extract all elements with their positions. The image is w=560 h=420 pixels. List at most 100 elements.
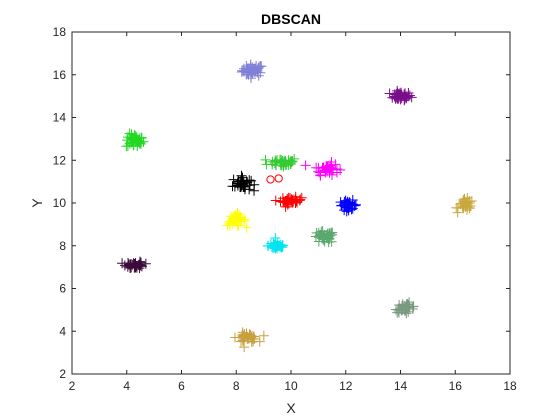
data-point: [241, 61, 252, 72]
x-tick-label: 18: [503, 379, 517, 393]
y-axis-label: Y: [29, 198, 45, 208]
data-point: [254, 336, 265, 347]
data-point: [235, 175, 246, 186]
data-point: [239, 342, 250, 353]
x-axis-ticks: 2 4 6 8 10 12 14 16 18: [69, 32, 517, 393]
x-tick-label: 16: [449, 379, 463, 393]
cluster-15: [229, 327, 269, 353]
data-point: [460, 200, 471, 211]
cluster-7: [270, 191, 307, 212]
data-point: [245, 330, 256, 341]
cluster-9: [222, 208, 252, 233]
cluster-3: [121, 128, 149, 152]
data-point: [132, 136, 143, 147]
data-point: [231, 212, 242, 223]
cluster-10: [262, 233, 288, 254]
data-point: [320, 165, 331, 176]
data-point: [403, 300, 414, 311]
x-tick-label: 6: [178, 379, 185, 393]
data-point: [270, 195, 281, 206]
data-point: [246, 66, 257, 77]
data-point: [276, 242, 287, 253]
cluster-13: [117, 256, 151, 274]
y-tick-label: 4: [59, 324, 66, 338]
data-point: [238, 65, 249, 76]
data-point: [332, 167, 343, 178]
data-point: [135, 257, 146, 268]
cluster-11: [310, 226, 338, 248]
data-point: [134, 263, 145, 274]
data-point: [282, 193, 293, 204]
cluster-5: [300, 157, 346, 181]
y-tick-label: 18: [53, 25, 67, 39]
y-tick-label: 16: [53, 68, 67, 82]
data-point: [277, 193, 288, 204]
chart-title: DBSCAN: [261, 11, 321, 27]
x-tick-label: 14: [394, 379, 408, 393]
data-point: [452, 207, 463, 218]
data-point: [123, 132, 134, 143]
cluster-12: [451, 192, 477, 218]
data-point: [239, 329, 250, 340]
cluster-8: [335, 194, 361, 217]
cluster-2: [384, 85, 417, 106]
data-point: [229, 217, 240, 228]
data-point: [314, 230, 325, 241]
data-point: [249, 179, 260, 190]
data-point: [300, 160, 311, 171]
data-point: [140, 258, 151, 269]
y-tick-label: 12: [53, 153, 67, 167]
cluster-6: [227, 170, 260, 196]
y-tick-label: 10: [53, 196, 67, 210]
y-tick-label: 14: [53, 111, 67, 125]
data-point: [401, 308, 412, 319]
y-tick-label: 6: [59, 282, 66, 296]
data-point: [234, 213, 245, 224]
x-tick-label: 10: [284, 379, 298, 393]
data-point: [272, 154, 283, 165]
data-point: [241, 328, 252, 339]
data-point: [406, 92, 417, 103]
data-point: [270, 238, 281, 249]
data-point: [393, 93, 404, 104]
data-point: [408, 301, 419, 312]
data-point: [313, 163, 324, 174]
data-point: [336, 200, 347, 211]
data-point: [229, 332, 240, 343]
data-point: [128, 258, 139, 269]
data-point: [401, 91, 412, 102]
x-tick-label: 12: [339, 379, 353, 393]
data-point: [326, 157, 337, 168]
x-tick-label: 2: [69, 379, 76, 393]
data-point: [236, 336, 247, 347]
data-point: [288, 194, 298, 205]
data-point: [224, 216, 235, 227]
data-point: [241, 222, 252, 233]
data-point: [227, 181, 238, 192]
y-tick-label: 2: [59, 367, 66, 381]
data-point: [344, 197, 355, 208]
noise-point: [274, 174, 283, 183]
data-point: [260, 154, 271, 165]
data-point: [319, 231, 330, 242]
data-point: [462, 201, 473, 212]
data-point: [235, 212, 246, 223]
y-tick-label: 8: [59, 239, 66, 253]
data-point: [256, 61, 267, 72]
noise-point: [266, 175, 275, 184]
data-point: [262, 240, 273, 251]
cluster-4: [260, 153, 300, 172]
data-point: [261, 159, 272, 170]
x-tick-label: 4: [123, 379, 130, 393]
data-point: [394, 300, 405, 311]
cluster-14: [391, 297, 419, 319]
data-point: [239, 181, 250, 192]
data-point: [342, 197, 353, 208]
data-point: [326, 236, 337, 247]
x-tick-label: 8: [233, 379, 240, 393]
data-point: [258, 330, 269, 341]
data-point: [244, 175, 255, 186]
data-point: [247, 62, 258, 73]
data-point: [119, 260, 130, 271]
